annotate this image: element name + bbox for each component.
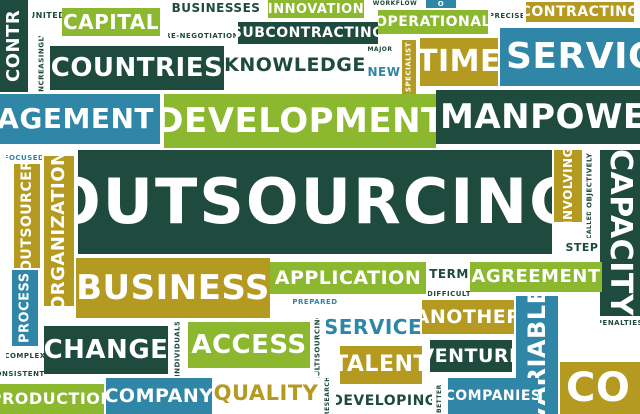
word-developing: DEVELOPING bbox=[336, 388, 432, 414]
word-penalties: PENALTIES bbox=[600, 316, 640, 330]
word-capital: CAPITAL bbox=[62, 8, 160, 36]
word-capacity: CAPACITY bbox=[600, 150, 640, 316]
word-difficult: DIFFICULT bbox=[428, 288, 470, 300]
word-companies: COMPANIES bbox=[448, 378, 538, 414]
word-objectively: OBJECTIVELY bbox=[584, 150, 596, 210]
word-operational: OPERATIONAL bbox=[378, 10, 488, 34]
word-co: CO bbox=[560, 362, 640, 414]
word-company: COMPANY bbox=[106, 378, 212, 414]
word-quality: QUALITY bbox=[214, 372, 318, 414]
word-individuals: INDIVIDUALS bbox=[170, 322, 186, 376]
word-workflow: WORKFLOW bbox=[370, 0, 420, 8]
word-outsourcing: OUTSOURCING bbox=[78, 150, 552, 254]
word-development: DEVELOPMENT bbox=[164, 94, 436, 148]
word-innovation: INNOVATION bbox=[268, 0, 364, 18]
word-agreement: AGREEMENT bbox=[470, 262, 602, 292]
word-renegotiation: RE-NEGOTIATION bbox=[168, 30, 236, 42]
word-knowledge: KNOWLEDGE bbox=[224, 48, 366, 82]
word-application: APPLICATION bbox=[270, 262, 426, 294]
word-called: CALLED bbox=[584, 212, 596, 238]
word-step: STEP bbox=[564, 238, 600, 256]
word-talent: TALENT bbox=[340, 346, 422, 384]
word-multisourcing: MULTISOURCING bbox=[310, 318, 326, 378]
word-organization: ORGANIZATION bbox=[44, 156, 74, 306]
word-outsourcer: OUTSOURCER bbox=[14, 164, 40, 268]
word-access: ACCESS bbox=[188, 322, 310, 368]
word-o: O bbox=[426, 0, 456, 8]
word-research: RESEARCH bbox=[320, 378, 336, 414]
word-precise: PRECISE bbox=[491, 10, 523, 22]
word-business: BUSINESS bbox=[76, 258, 270, 318]
word-subcontracting: SUBCONTRACTING bbox=[238, 22, 378, 44]
word-united: UNITED bbox=[32, 10, 62, 22]
word-focused: FOCUSED bbox=[6, 152, 42, 164]
word-countries: COUNTRIES bbox=[50, 46, 224, 90]
word-specialist: SPECIALIST bbox=[402, 40, 416, 94]
word-management: NAGEMENT bbox=[0, 94, 160, 144]
word-change: CHANGE bbox=[44, 326, 168, 374]
word-production: PRODUCTION bbox=[0, 384, 104, 414]
word-service-mid: SERVICE bbox=[324, 310, 422, 344]
word-involving: INVOLVING bbox=[554, 150, 582, 222]
word-venture: VENTURE bbox=[430, 340, 512, 372]
word-another: ANOTHER bbox=[422, 300, 514, 334]
word-service-top: SERVIC bbox=[500, 28, 640, 86]
word-new: NEW bbox=[366, 58, 402, 86]
word-contr-vertical: CONTR bbox=[0, 0, 28, 92]
word-consistently: CONSISTENTLY bbox=[0, 368, 44, 380]
word-increasingly: INCREASINGLY bbox=[36, 36, 48, 92]
word-major: MAJOR bbox=[366, 44, 394, 56]
word-time: TIME bbox=[420, 38, 498, 86]
word-manpower: MANPOWER bbox=[436, 90, 640, 144]
word-businesses: BUSINESSES bbox=[168, 0, 264, 16]
word-contracting: CONTRACTING bbox=[526, 2, 634, 22]
word-complex: COMPLEX bbox=[6, 350, 44, 362]
word-prepared: PREPARED bbox=[292, 296, 338, 308]
word-better: BETTER bbox=[434, 384, 446, 414]
word-process: PROCESS bbox=[12, 270, 38, 346]
word-term: TERM bbox=[428, 264, 470, 284]
